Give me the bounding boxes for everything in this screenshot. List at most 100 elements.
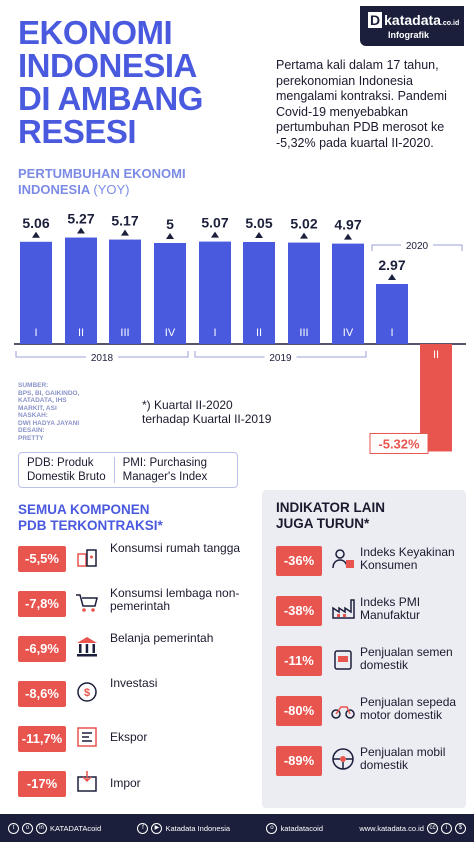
bar-value-label: 4.97 xyxy=(334,217,361,233)
component-label: Impor xyxy=(110,776,141,790)
cc-nc-icon: $ xyxy=(454,822,466,834)
export-icon xyxy=(77,727,97,747)
footer-website[interactable]: www.katadata.co.id cc i $ xyxy=(359,822,466,834)
creative-commons-icon: cc xyxy=(426,822,438,834)
component-label: Konsumsi lembaga non-pemerintah xyxy=(110,586,240,613)
bar-marker xyxy=(255,231,263,238)
bar-marker xyxy=(388,274,396,281)
indicator-row: -89% Penjualan mobil domestik xyxy=(276,746,466,786)
consumer-icon xyxy=(332,549,354,569)
bar-marker xyxy=(344,233,352,240)
bar-category-label: III xyxy=(120,327,129,339)
chart-title: PERTUMBUHAN EKONOMI INDONESIA (YOY) xyxy=(18,166,186,197)
component-row: -5,5% Konsumsi rumah tangga xyxy=(18,542,248,576)
bar-value-label: -5.32% xyxy=(378,436,420,451)
youtube-icon: ▶ xyxy=(151,822,163,834)
government-building-icon xyxy=(77,637,97,657)
abbreviation-box: PDB: Produk Domestik Bruto PMI: Purchasin… xyxy=(18,452,238,488)
year-label-bg xyxy=(264,350,297,364)
bar-value-label: 2.97 xyxy=(378,257,405,273)
chart-bar xyxy=(199,241,231,344)
bar-marker xyxy=(77,227,85,234)
indicator-row: -38% Indeks PMI Manufaktur xyxy=(276,596,466,636)
indicator-label: Indeks Keyakinan Konsumen xyxy=(360,545,455,572)
factory-icon xyxy=(332,599,355,619)
abbr-pmi: PMI: Purchasing Manager's Index xyxy=(122,457,208,483)
component-value: -7,8% xyxy=(18,591,66,617)
indicator-value: -11% xyxy=(276,646,322,676)
component-row: -7,8% Konsumsi lembaga non-pemerintah xyxy=(18,587,248,621)
bar-value-label: 5.27 xyxy=(67,211,94,227)
bar-marker xyxy=(300,232,308,239)
facebook-icon: f xyxy=(137,822,149,834)
chart-bar xyxy=(376,284,408,344)
footer-social-twitter[interactable]: t o in KATADATAcoid xyxy=(8,822,101,834)
indicator-label: Indeks PMI Manufaktur xyxy=(360,595,421,622)
component-row: -8,6% $ Investasi xyxy=(18,677,248,711)
chart-bar xyxy=(154,243,186,344)
bar-category-label: II xyxy=(256,327,262,339)
bar-value-label: 5.02 xyxy=(290,216,317,232)
linkedin-icon: in xyxy=(36,822,47,834)
bar-value-label: 5.06 xyxy=(22,215,49,231)
component-label: Investasi xyxy=(110,676,158,690)
svg-text:$: $ xyxy=(84,687,90,699)
component-label: Belanja pemerintah xyxy=(110,631,214,645)
footer-social-facebook[interactable]: f ▶ Katadata Indonesia xyxy=(137,822,230,834)
title-line: EKONOMI xyxy=(18,14,173,51)
component-value: -11,7% xyxy=(18,726,66,752)
divider xyxy=(113,457,115,483)
bar-category-label: IV xyxy=(343,327,354,339)
bar-category-label: I xyxy=(390,327,393,339)
indicator-row: -36% Indeks Keyakinan Konsumen xyxy=(276,546,466,586)
component-row: -17% Impor xyxy=(18,767,248,801)
instagram-icon: o xyxy=(22,822,33,834)
indicator-label: Penjualan semen domestik xyxy=(360,645,453,672)
component-value: -5,5% xyxy=(18,546,66,572)
indicator-row: -11% Penjualan semen domestik xyxy=(276,646,466,686)
bar-value-label: 5.17 xyxy=(111,213,138,229)
indicator-value: -36% xyxy=(276,546,322,576)
bar-category-label: III xyxy=(299,327,308,339)
logo-sub: Infografik xyxy=(388,30,430,40)
component-label: Ekspor xyxy=(110,730,148,744)
cement-icon xyxy=(334,650,352,670)
component-label: Konsumsi rumah tangga xyxy=(110,541,241,555)
year-label: 2020 xyxy=(406,241,429,252)
indicator-label: Penjualan mobil domestik xyxy=(360,745,446,772)
bar-value-label: 5.07 xyxy=(201,215,228,231)
bar-marker xyxy=(32,231,40,238)
chart-bar xyxy=(243,241,275,344)
chart-footnote: *) Kuartal II-2020 terhadap Kuartal II-2… xyxy=(142,398,272,426)
growth-bar-chart: I5.06II5.27III5.17IV5I5.07II5.05III5.02I… xyxy=(14,211,466,454)
bar-category-label: I xyxy=(34,327,37,339)
intro-text: Pertama kali dalam 17 tahun, perekonomia… xyxy=(276,58,447,150)
component-value: -6,9% xyxy=(18,636,66,662)
indicator-value: -38% xyxy=(276,596,322,626)
bar-marker xyxy=(166,233,174,239)
bar-marker xyxy=(211,231,219,238)
chart-bar xyxy=(288,242,320,344)
motorcycle-icon xyxy=(331,706,355,719)
abbr-pdb: PDB: Produk Domestik Bruto xyxy=(27,457,106,483)
component-row: -11,7% Ekspor xyxy=(18,722,248,756)
title-line: DI AMBANG xyxy=(18,80,203,117)
bar-marker xyxy=(121,229,129,236)
year-label-bg xyxy=(401,238,433,252)
chart-bar xyxy=(65,237,97,344)
year-label-bg xyxy=(86,350,118,364)
source-credits: SUMBER: BPS, BI, GAIKINDO, KATADATA, IHS… xyxy=(18,382,80,442)
indicators-title: INDIKATOR LAIN JUGA TURUN* xyxy=(276,500,385,531)
indicator-row: -80% Penjualan sepeda motor domestik xyxy=(276,696,466,736)
cart-icon xyxy=(76,594,98,612)
page-title: EKONOMI INDONESIA DI AMBANG RESESI xyxy=(18,16,268,148)
car-icon xyxy=(332,748,354,770)
investment-icon: $ xyxy=(77,682,97,702)
year-label: 2019 xyxy=(269,353,292,364)
import-icon xyxy=(77,771,97,792)
indicator-value: -89% xyxy=(276,746,322,776)
footer-social-instagram[interactable]: o katadatacoid xyxy=(266,822,323,834)
